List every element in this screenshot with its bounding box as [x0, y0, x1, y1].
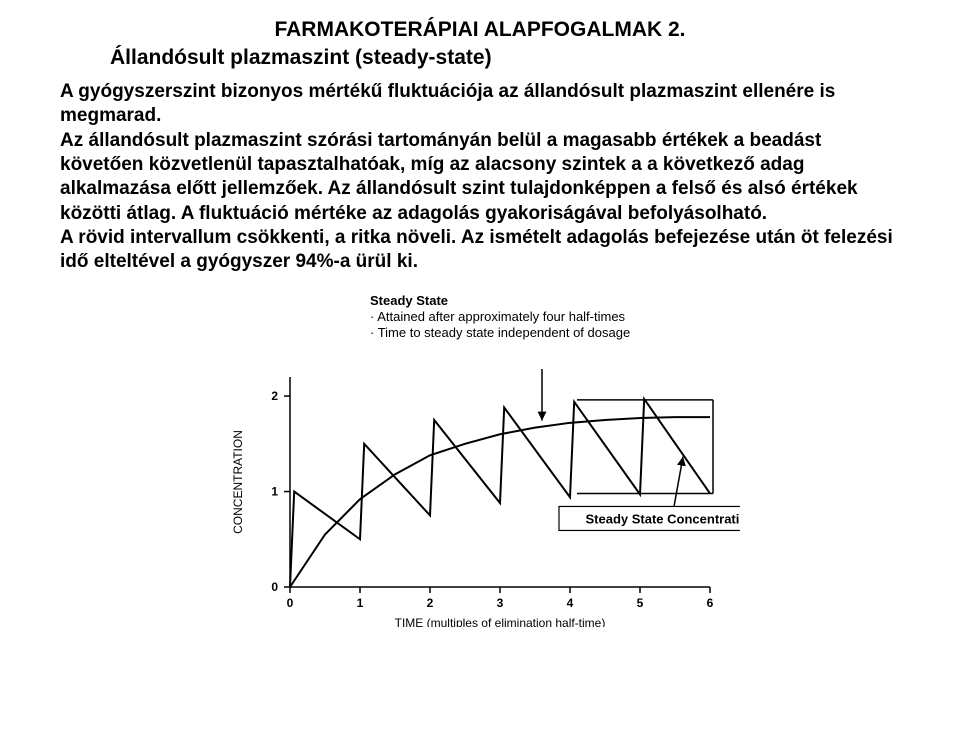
- svg-text:1: 1: [357, 596, 364, 610]
- svg-text:Steady State Concentrations: Steady State Concentrations: [586, 511, 741, 526]
- svg-text:CONCENTRATION: CONCENTRATION: [231, 430, 245, 534]
- svg-text:0: 0: [287, 596, 294, 610]
- body-text: A gyógyszerszint bizonyos mértékű fluktu…: [60, 80, 900, 275]
- svg-text:4: 4: [567, 596, 574, 610]
- svg-text:2: 2: [427, 596, 434, 610]
- svg-text:TIME (multiples of elimination: TIME (multiples of elimination half-time…: [395, 616, 606, 627]
- steady-state-chart: 0 1 2 3 4 5 6 0 1 2 TIME (multiples of elimination…: [220, 287, 740, 627]
- svg-text:0: 0: [271, 580, 278, 594]
- svg-text:Steady State: Steady State: [370, 293, 448, 308]
- svg-text:1: 1: [271, 484, 278, 498]
- svg-text:· Attained after approximately: · Attained after approximately four half…: [370, 309, 626, 324]
- svg-text:3: 3: [497, 596, 504, 610]
- svg-text:2: 2: [271, 389, 278, 403]
- svg-text:6: 6: [707, 596, 714, 610]
- page-title: FARMAKOTERÁPIAI ALAPFOGALMAK 2.: [60, 18, 900, 42]
- svg-text:5: 5: [637, 596, 644, 610]
- svg-text:· Time to steady state indepen: · Time to steady state independent of do…: [370, 325, 630, 340]
- page-subtitle: Állandósult plazmaszint (steady-state): [110, 46, 900, 70]
